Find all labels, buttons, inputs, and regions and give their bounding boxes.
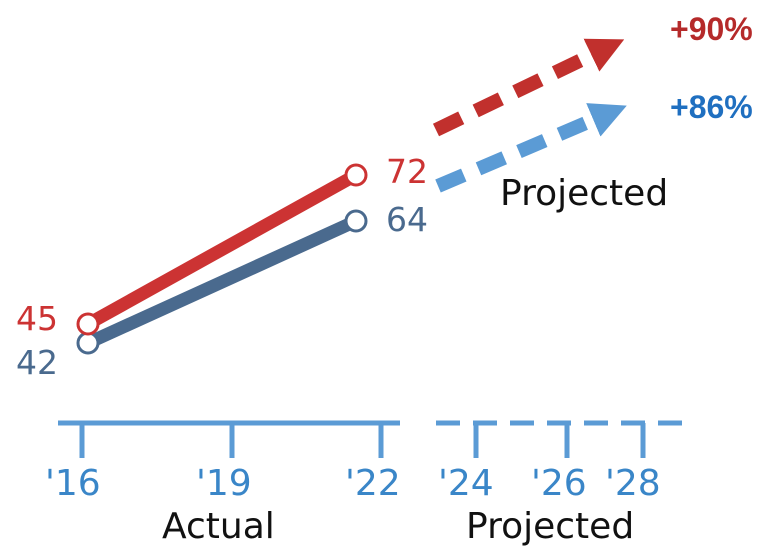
point-blue-start: [76, 331, 100, 355]
projected-change-blue: +86%: [670, 89, 753, 125]
plot-area: 45 42 72 64 +90% +86% Projected: [16, 11, 753, 382]
series-line-red: [81, 168, 363, 331]
axis-caption-projected: Projected: [466, 506, 634, 547]
projection-label: Projected: [500, 173, 668, 214]
point-red-end: [344, 163, 368, 187]
tick-label-26: '26: [531, 463, 587, 504]
projection-arrow-blue: [435, 103, 627, 193]
tick-label-24: '24: [438, 463, 494, 504]
series-line-blue: [81, 214, 363, 350]
label-blue-start: 42: [16, 343, 58, 382]
tick-label-22: '22: [345, 463, 401, 504]
projection-arrow-red: [432, 38, 625, 137]
label-red-end: 72: [386, 152, 428, 191]
label-red-start: 45: [16, 299, 58, 338]
tick-label-28: '28: [605, 463, 661, 504]
projected-change-red: +90%: [670, 11, 753, 47]
time-axis: '16 '19 '22 '24 '26 '28 Actual Projected: [45, 420, 690, 547]
point-red-start: [76, 312, 100, 336]
tick-label-16: '16: [45, 463, 101, 504]
tick-label-19: '19: [196, 463, 252, 504]
axis-caption-actual: Actual: [162, 506, 275, 547]
point-blue-end: [344, 209, 368, 233]
label-blue-end: 64: [386, 200, 428, 239]
